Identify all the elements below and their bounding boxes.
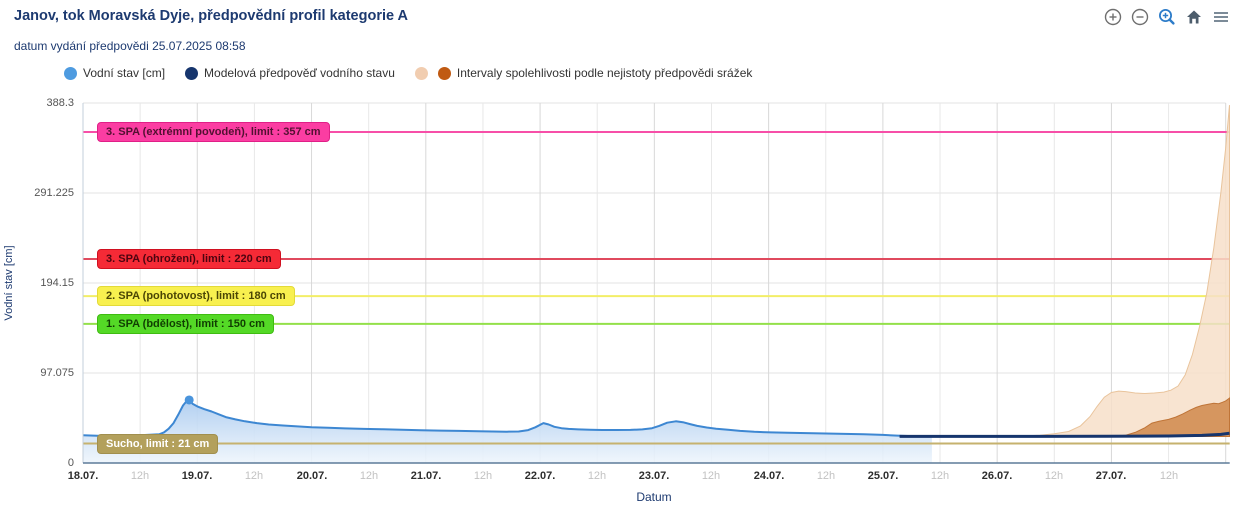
x-tick-label: 12h xyxy=(1159,470,1179,482)
forecast-issue-date: datum vydání předpovědi 25.07.2025 08:58 xyxy=(14,39,246,53)
x-tick-label: 26.07. xyxy=(981,470,1013,482)
y-tick-label: 291.225 xyxy=(34,187,74,199)
x-tick-label: 12h xyxy=(1044,470,1064,482)
x-tick-label: 27.07. xyxy=(1095,470,1127,482)
legend-item-confidence-intervals[interactable]: Intervaly spolehlivosti podle nejistoty … xyxy=(414,66,753,80)
x-tick-label: 12h xyxy=(701,470,721,482)
x-tick-label: 25.07. xyxy=(867,470,899,482)
threshold-label-chip: 2. SPA (pohotovost), limit : 180 cm xyxy=(97,286,295,306)
zoom-in-icon[interactable] xyxy=(1103,7,1123,27)
x-tick-label: 12h xyxy=(244,470,264,482)
confidence-dark-dot-icon xyxy=(437,66,451,80)
x-tick-label: 24.07. xyxy=(753,470,785,482)
zoom-selection-icon[interactable] xyxy=(1157,7,1177,27)
x-tick-label: 12h xyxy=(130,470,150,482)
x-tick-label: 18.07. xyxy=(67,470,99,482)
legend-label: Modelová předpověď vodního stavu xyxy=(204,66,395,80)
x-tick-label: 23.07. xyxy=(638,470,670,482)
home-icon[interactable] xyxy=(1184,7,1204,27)
threshold-label-chip: 3. SPA (extrémní povodeň), limit : 357 c… xyxy=(97,122,330,142)
x-tick-label: 12h xyxy=(473,470,493,482)
legend-item-model-forecast[interactable]: Modelová předpověď vodního stavu xyxy=(185,66,395,80)
y-tick-label: 97.075 xyxy=(40,367,74,379)
water-level-dot-icon xyxy=(64,66,77,80)
observed-water-level-area xyxy=(83,400,932,463)
confidence-light-dot-icon xyxy=(414,66,428,80)
zoom-out-icon[interactable] xyxy=(1130,7,1150,27)
y-tick-label: 0 xyxy=(67,457,74,469)
x-tick-label: 12h xyxy=(359,470,379,482)
chart-toolbar xyxy=(1103,7,1231,27)
legend-item-water-level[interactable]: Vodní stav [cm] xyxy=(64,66,165,80)
legend-label: Vodní stav [cm] xyxy=(83,66,166,80)
x-tick-label: 21.07. xyxy=(410,470,442,482)
x-tick-label: 12h xyxy=(816,470,836,482)
page-title: Janov, tok Moravská Dyje, předpovědní pr… xyxy=(14,8,409,24)
model-forecast-dot-icon xyxy=(185,66,199,80)
confidence-band-lower xyxy=(1111,397,1230,437)
x-tick-label: 20.07. xyxy=(296,470,328,482)
threshold-label-chip: 3. SPA (ohrožení), limit : 220 cm xyxy=(97,249,281,269)
x-tick-label: 19.07. xyxy=(181,470,213,482)
threshold-label-chip: 1. SPA (bdělost), limit : 150 cm xyxy=(97,314,274,334)
x-tick-label: 12h xyxy=(930,470,950,482)
x-tick-label: 22.07. xyxy=(524,470,556,482)
peak-marker[interactable] xyxy=(184,395,194,405)
legend-label: Intervaly spolehlivosti podle nejistoty … xyxy=(456,66,753,80)
confidence-band-upper xyxy=(987,105,1230,437)
chart-legend: Vodní stav [cm] Modelová předpověď vodní… xyxy=(64,66,752,80)
y-axis-title: Vodní stav [cm] xyxy=(3,245,15,321)
menu-icon[interactable] xyxy=(1211,7,1231,27)
y-tick-label: 194.15 xyxy=(40,277,74,289)
y-tick-label: 388.3 xyxy=(46,97,74,109)
threshold-label-chip: Sucho, limit : 21 cm xyxy=(97,434,219,454)
model-forecast-line xyxy=(899,431,1230,438)
x-axis-title: Datum xyxy=(636,490,672,504)
x-tick-label: 12h xyxy=(587,470,607,482)
